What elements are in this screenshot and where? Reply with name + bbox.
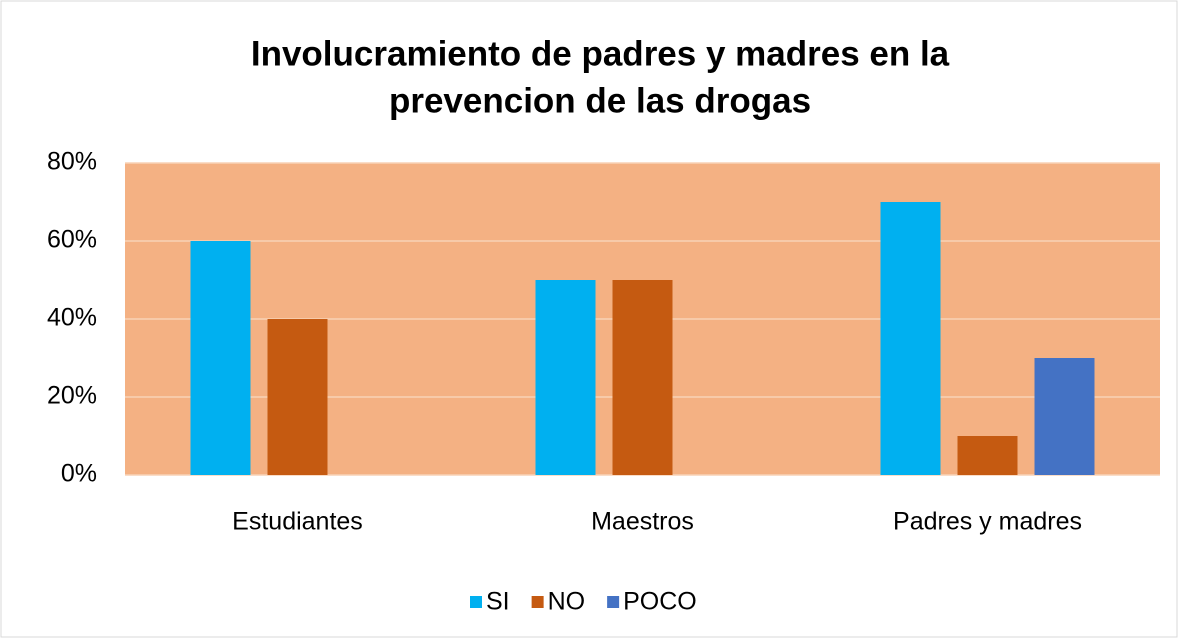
bar <box>612 280 673 475</box>
bar <box>267 319 328 475</box>
legend-label: POCO <box>623 588 697 616</box>
bar <box>190 241 251 475</box>
y-tick-label: 0% <box>61 460 97 488</box>
legend-label: SI <box>486 588 510 616</box>
legend-swatch <box>531 596 544 608</box>
chart-title: prevencion de las drogas <box>389 81 811 120</box>
chart-title: Involucramiento de padres y madres en la <box>251 34 950 73</box>
x-tick-label: Padres y madres <box>893 508 1082 536</box>
legend-label: NO <box>548 588 586 616</box>
bar <box>957 436 1018 475</box>
bar <box>1034 358 1095 475</box>
legend-swatch <box>607 596 620 608</box>
bar <box>880 202 941 475</box>
x-tick-label: Maestros <box>591 508 694 536</box>
y-tick-label: 60% <box>47 226 97 254</box>
bar <box>535 280 596 475</box>
y-tick-label: 40% <box>47 304 97 332</box>
y-tick-label: 20% <box>47 382 97 410</box>
x-tick-label: Estudiantes <box>232 508 363 536</box>
legend-swatch <box>470 596 482 608</box>
y-tick-label: 80% <box>47 148 97 176</box>
